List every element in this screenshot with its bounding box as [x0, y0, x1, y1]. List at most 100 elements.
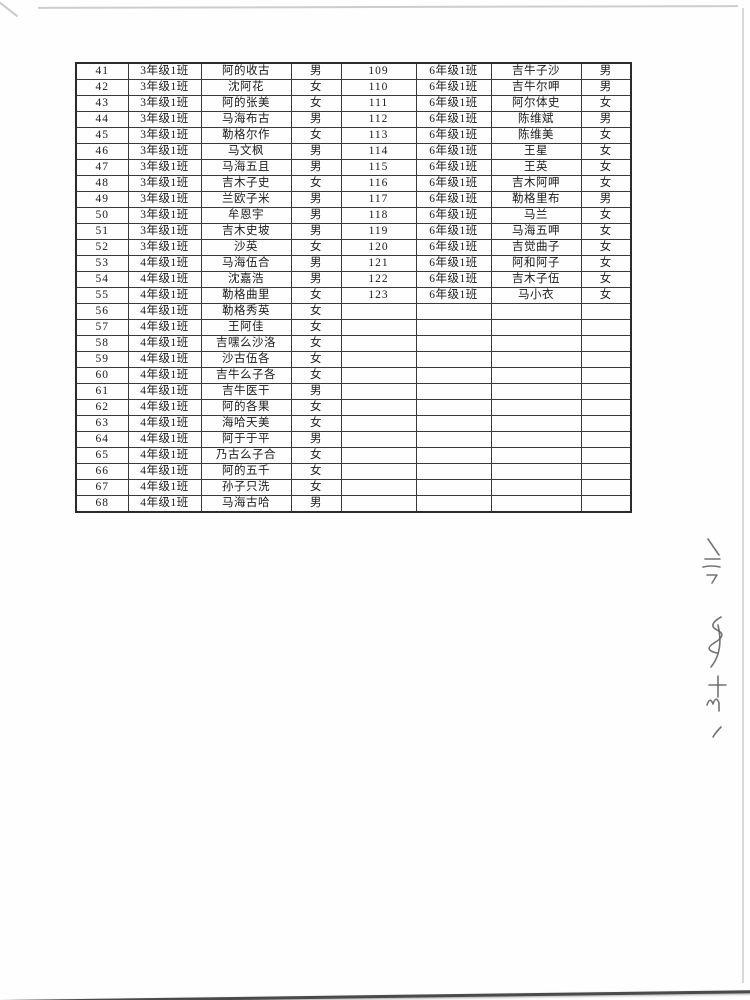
cell-class-left: 4年级1班	[127, 303, 202, 320]
cell-name-right: 陈维斌	[490, 111, 582, 128]
roster-row: 48 3年级1班 吉木子史女 116 6年级1班 吉木阿呷女	[75, 175, 632, 192]
roster-row: 64 4年级1班 阿于于平男	[75, 431, 632, 448]
cell-serial-no-left: 47	[75, 159, 129, 176]
cell-gender-left: 男	[290, 143, 342, 160]
cell-gender-right: 女	[580, 127, 632, 144]
cell-name-left: 阿的张美	[200, 95, 292, 112]
cell-serial-no-left: 56	[75, 303, 129, 320]
cell-gender-left: 女	[290, 367, 342, 384]
roster-row: 55 4年级1班 勒格曲里女 123 6年级1班 马小衣女	[75, 287, 632, 304]
roster-row: 43 3年级1班 阿的张美女 111 6年级1班 阿尔体史女	[75, 95, 632, 112]
cell-gender-left: 男	[290, 383, 342, 400]
cell-serial-no-right	[340, 479, 417, 496]
cell-class-left: 3年级1班	[127, 143, 202, 160]
cell-serial-no-right	[340, 351, 417, 368]
cell-serial-no-left: 43	[75, 95, 129, 112]
cell-gender-left: 女	[290, 399, 342, 416]
cell-gender-left: 女	[290, 351, 342, 368]
cell-serial-no-left: 57	[75, 319, 129, 336]
cell-serial-no-left: 45	[75, 127, 129, 144]
cell-serial-no-right	[340, 447, 417, 464]
cell-gender-left: 女	[290, 335, 342, 352]
cell-serial-no-right	[340, 495, 417, 513]
roster-row: 67 4年级1班 孙子只洗女	[75, 479, 632, 496]
cell-name-left: 勒格尔作	[200, 127, 292, 144]
cell-gender-right: 男	[580, 111, 632, 128]
handwritten-annotation	[702, 538, 727, 738]
cell-serial-no-left: 65	[75, 447, 129, 464]
cell-class-left: 3年级1班	[127, 175, 202, 192]
cell-class-right: 6年级1班	[415, 239, 492, 256]
cell-class-right	[415, 351, 492, 368]
cell-class-right: 6年级1班	[415, 62, 492, 80]
cell-serial-no-left: 50	[75, 207, 129, 224]
cell-class-right: 6年级1班	[415, 223, 492, 240]
cell-class-right: 6年级1班	[415, 79, 492, 96]
cell-class-right	[415, 335, 492, 352]
cell-name-left: 马海布古	[200, 111, 292, 128]
cell-class-left: 4年级1班	[127, 335, 202, 352]
cell-name-left: 孙子只洗	[200, 479, 292, 496]
cell-class-right: 6年级1班	[415, 175, 492, 192]
cell-gender-left: 男	[290, 159, 342, 176]
cell-class-left: 4年级1班	[127, 351, 202, 368]
cell-name-left: 沈阿花	[200, 79, 292, 96]
cell-name-left: 马海古哈	[200, 495, 292, 513]
cell-gender-left: 男	[290, 223, 342, 240]
cell-class-right	[415, 383, 492, 400]
cell-gender-left: 女	[290, 79, 342, 96]
roster-row: 49 3年级1班 兰欧子米男 117 6年级1班 勒格里布男	[75, 191, 632, 208]
roster-row: 50 3年级1班 牟恩宇男 118 6年级1班 马兰女	[75, 207, 632, 224]
cell-gender-right	[580, 431, 632, 448]
cell-serial-no-right: 121	[340, 255, 417, 272]
cell-name-left: 沈嘉浩	[200, 271, 292, 288]
cell-name-right: 陈维美	[490, 127, 582, 144]
cell-class-right: 6年级1班	[415, 143, 492, 160]
cell-class-left: 3年级1班	[127, 223, 202, 240]
cell-class-right	[415, 463, 492, 480]
cell-class-left: 3年级1班	[127, 191, 202, 208]
cell-class-left: 3年级1班	[127, 239, 202, 256]
cell-name-right	[490, 399, 582, 416]
cell-serial-no-right: 119	[340, 223, 417, 240]
cell-class-right: 6年级1班	[415, 95, 492, 112]
cell-gender-left: 男	[290, 431, 342, 448]
cell-name-right: 王英	[490, 159, 582, 176]
roster-row: 53 4年级1班 马海伍合男 121 6年级1班 阿和阿子女	[75, 255, 632, 272]
roster-row: 58 4年级1班 吉嘿么沙洛女	[75, 335, 632, 352]
cell-serial-no-right	[340, 367, 417, 384]
cell-name-right	[490, 367, 582, 384]
roster-row: 57 4年级1班 王阿佳女	[75, 319, 632, 336]
cell-serial-no-right: 111	[340, 95, 417, 112]
roster-row: 47 3年级1班 马海五且男 115 6年级1班 王英女	[75, 159, 632, 176]
cell-serial-no-right	[340, 463, 417, 480]
roster-row: 65 4年级1班 乃古么子合女	[75, 447, 632, 464]
cell-class-right: 6年级1班	[415, 159, 492, 176]
cell-name-left: 勒格曲里	[200, 287, 292, 304]
cell-name-right	[490, 447, 582, 464]
cell-class-left: 4年级1班	[127, 367, 202, 384]
cell-serial-no-right	[340, 399, 417, 416]
cell-class-right: 6年级1班	[415, 287, 492, 304]
cell-serial-no-right: 123	[340, 287, 417, 304]
cell-name-left: 勒格秀英	[200, 303, 292, 320]
cell-gender-left: 女	[290, 479, 342, 496]
cell-gender-left: 女	[290, 447, 342, 464]
cell-class-right	[415, 479, 492, 496]
cell-serial-no-left: 58	[75, 335, 129, 352]
cell-name-right	[490, 415, 582, 432]
cell-serial-no-left: 66	[75, 463, 129, 480]
cell-gender-right: 女	[580, 159, 632, 176]
cell-name-right: 阿尔体史	[490, 95, 582, 112]
cell-class-left: 4年级1班	[127, 431, 202, 448]
cell-serial-no-left: 46	[75, 143, 129, 160]
cell-gender-right	[580, 479, 632, 496]
scan-edge-bottom	[0, 989, 750, 1000]
cell-gender-left: 女	[290, 175, 342, 192]
roster-row: 66 4年级1班 阿的五千女	[75, 463, 632, 480]
cell-class-left: 3年级1班	[127, 79, 202, 96]
roster-row: 52 3年级1班 沙英女 120 6年级1班 吉觉曲子女	[75, 239, 632, 256]
cell-serial-no-left: 51	[75, 223, 129, 240]
cell-serial-no-left: 55	[75, 287, 129, 304]
cell-gender-left: 男	[290, 207, 342, 224]
